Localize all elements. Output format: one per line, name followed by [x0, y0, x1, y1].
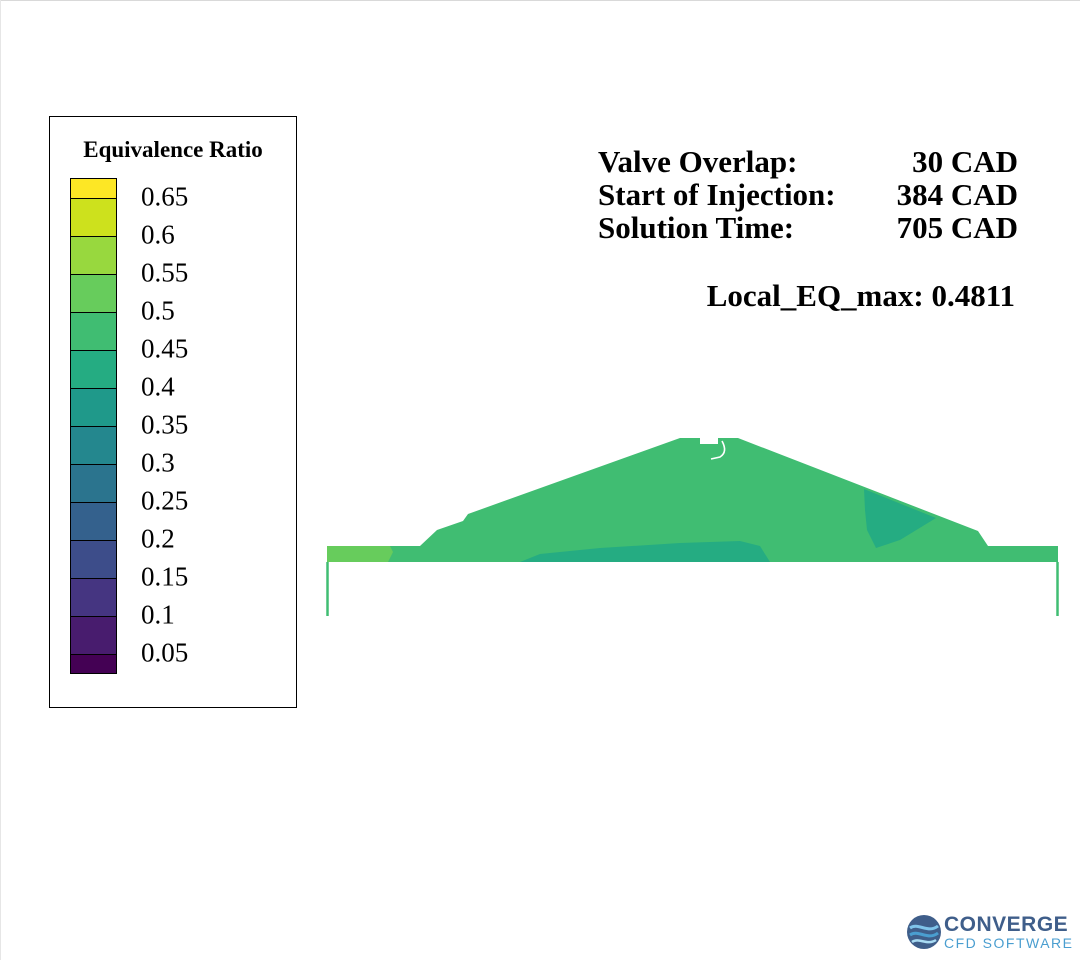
legend-tick-label: 0.45 [141, 333, 189, 364]
legend-swatch [71, 464, 116, 502]
legend-tick-label: 0.5 [141, 295, 175, 326]
legend-swatch [71, 426, 116, 464]
legend-swatch [71, 502, 116, 540]
legend-tick-label: 0.55 [141, 257, 189, 288]
legend-tick-label: 0.2 [141, 523, 175, 554]
info-label: Valve Overlap: [598, 144, 798, 179]
logo-subtitle: CFD SOFTWARE [944, 935, 1074, 951]
info-label: Start of Injection: [598, 177, 836, 212]
legend-swatch [71, 578, 116, 616]
legend-tick-label: 0.4 [141, 371, 175, 402]
info-row-valve-overlap: Valve Overlap: 30 CAD [598, 145, 1018, 178]
info-value: 705 CAD [896, 210, 1018, 245]
local-eq-max-readout: Local_EQ_max: 0.4811 [706, 278, 1015, 313]
legend-swatch [71, 198, 116, 236]
simulation-info: Valve Overlap: 30 CAD Start of Injection… [598, 145, 1018, 244]
legend-tick-label: 0.35 [141, 409, 189, 440]
legend-swatch [71, 179, 116, 198]
legend-swatch [71, 350, 116, 388]
converge-logo-icon [907, 915, 941, 949]
legend-swatch [71, 274, 116, 312]
legend-swatch [71, 654, 116, 673]
legend-tick-label: 0.1 [141, 599, 175, 630]
legend-tick-label: 0.3 [141, 447, 175, 478]
combustion-chamber-contour [326, 438, 1059, 616]
converge-logo: CONVERGE CFD SOFTWARE [906, 914, 1074, 954]
chamber-region-rich-left [327, 546, 393, 562]
frame-left-edge [0, 0, 1, 960]
legend-tick-label: 0.25 [141, 485, 189, 516]
info-row-solution-time: Solution Time: 705 CAD [598, 211, 1018, 244]
chamber-region-lean-bottom [520, 541, 770, 562]
chamber-region-lean-right [864, 489, 936, 548]
logo-wordmark: CONVERGE [944, 913, 1069, 936]
info-row-start-of-injection: Start of Injection: 384 CAD [598, 178, 1018, 211]
legend-tick-label: 0.65 [141, 181, 189, 212]
info-label: Solution Time: [598, 210, 795, 245]
spark-plug-electrode [710, 440, 726, 460]
legend-swatch [71, 236, 116, 274]
legend-swatch [71, 616, 116, 654]
frame-top-edge [0, 0, 1080, 1]
legend-title: Equivalence Ratio [83, 137, 263, 162]
legend-color-bar [70, 178, 117, 674]
legend-swatch [71, 388, 116, 426]
info-value: 384 CAD [896, 177, 1018, 212]
legend-tick-label: 0.6 [141, 219, 175, 250]
legend-tick-label: 0.05 [141, 637, 189, 668]
info-value: 30 CAD [912, 144, 1018, 179]
legend-swatch [71, 312, 116, 350]
color-legend: Equivalence Ratio 0.65 0.6 0.55 0.5 0.45 0.4 0… [49, 116, 297, 708]
legend-swatch [71, 540, 116, 578]
legend-tick-label: 0.15 [141, 561, 189, 592]
legend-tick-labels: 0.65 0.6 0.55 0.5 0.45 0.4 0.35 0.3 0.25 0.2 0.15 0… [141, 178, 281, 673]
